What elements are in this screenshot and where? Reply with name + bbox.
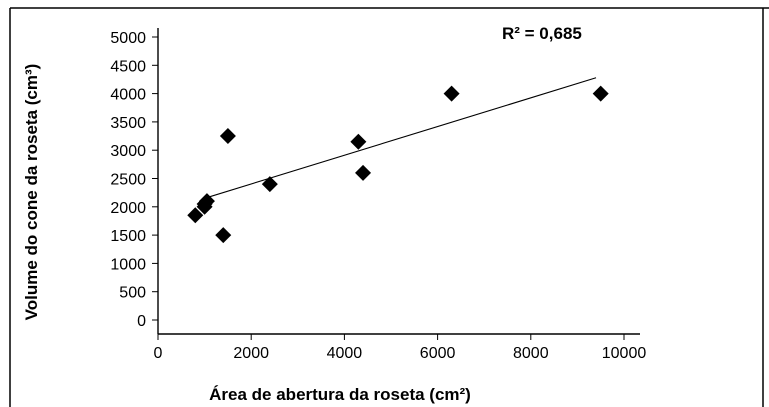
y-tick-label: 500 — [119, 285, 146, 302]
data-point — [215, 227, 232, 244]
y-tick-label: 1500 — [110, 228, 146, 245]
x-tick-label: 4000 — [327, 345, 363, 362]
data-point — [196, 195, 213, 212]
x-tick-label: 10000 — [602, 345, 647, 362]
data-point — [219, 128, 236, 145]
data-points — [187, 85, 609, 244]
y-tick-label: 1000 — [110, 256, 146, 273]
y-tick-label: 2000 — [110, 200, 146, 217]
x-tick-label: 8000 — [513, 345, 549, 362]
data-point — [350, 133, 367, 150]
y-axis-ticks: 0 500 1000 1500 2000 2500 3000 3500 4000 4500 5000 — [110, 30, 158, 330]
r-squared-label: R² = 0,685 — [502, 24, 582, 43]
data-point — [187, 207, 204, 224]
y-tick-label: 4500 — [110, 58, 146, 75]
data-point — [443, 85, 460, 102]
trend-line — [204, 77, 597, 199]
data-point — [592, 85, 609, 102]
y-tick-label: 0 — [137, 313, 146, 330]
y-tick-label: 3000 — [110, 143, 146, 160]
y-tick-label: 5000 — [110, 30, 146, 47]
x-axis-ticks: 0 2000 4000 6000 8000 10000 — [154, 334, 647, 362]
y-tick-label: 4000 — [110, 87, 146, 104]
x-axis-title: Área de abertura da roseta (cm²) — [209, 385, 471, 404]
data-point — [261, 176, 278, 193]
y-tick-label: 2500 — [110, 172, 146, 189]
x-tick-label: 0 — [154, 345, 163, 362]
x-tick-label: 6000 — [420, 345, 456, 362]
x-tick-label: 2000 — [233, 345, 269, 362]
y-axis-title: Volume do cone da roseta (cm³) — [22, 64, 41, 321]
y-tick-label: 3500 — [110, 115, 146, 132]
data-point — [355, 164, 372, 181]
